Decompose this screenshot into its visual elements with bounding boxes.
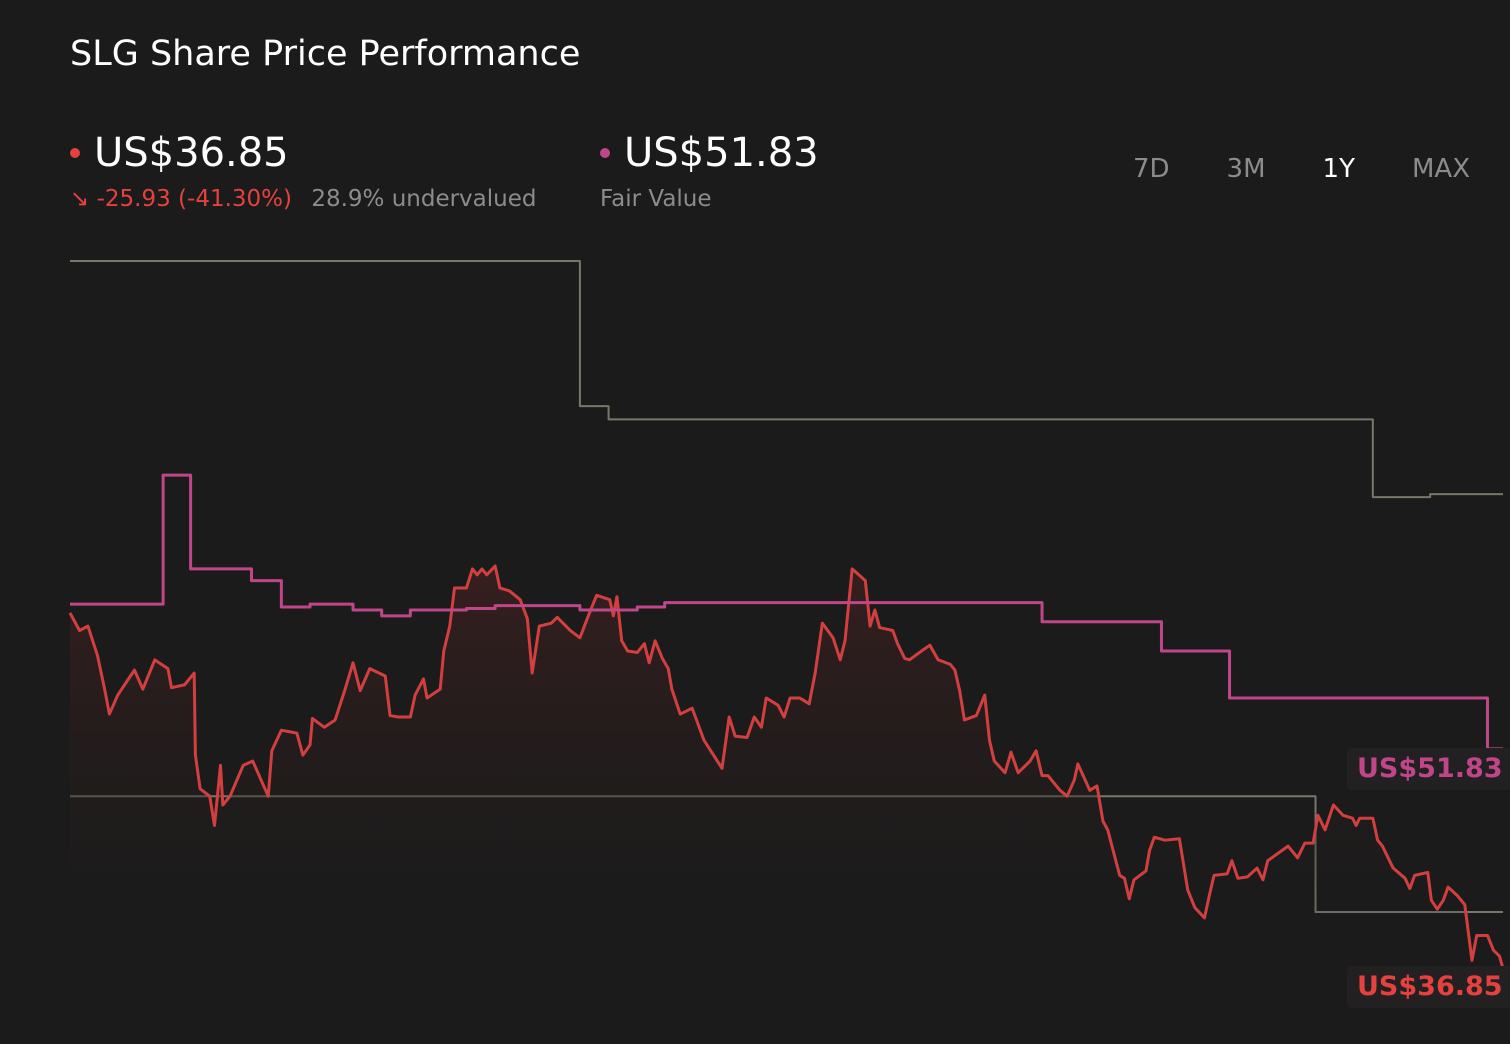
range-7d-button[interactable]: 7D: [1132, 154, 1170, 184]
valuation-status: 28.9% undervalued: [311, 186, 537, 212]
price-change: -25.93 (-41.30%): [96, 186, 292, 212]
fair-value-legend-dot: [600, 148, 610, 158]
chart-title: SLG Share Price Performance: [70, 34, 581, 74]
time-range-selector: 7D 3M 1Y MAX: [1076, 154, 1470, 184]
fair-value-end-label: US$51.83: [1347, 748, 1510, 790]
upper-step-line: [70, 260, 1503, 499]
current-price-block: US$36.85 ↘ -25.93 (-41.30%) 28.9% underv…: [70, 130, 536, 212]
fair-value-line: [70, 473, 1503, 751]
fair-value-price: US$51.83: [624, 130, 819, 176]
range-max-button[interactable]: MAX: [1411, 154, 1470, 184]
current-price: US$36.85: [94, 130, 289, 176]
price-area: [70, 565, 1503, 969]
price-end-label: US$36.85: [1347, 966, 1510, 1008]
range-1y-button[interactable]: 1Y: [1322, 154, 1355, 184]
range-3m-button[interactable]: 3M: [1226, 154, 1266, 184]
arrow-down-right-icon: ↘: [70, 186, 90, 212]
fair-value-block: US$51.83 Fair Value: [600, 130, 819, 212]
fair-value-label: Fair Value: [600, 186, 712, 212]
price-line: [68, 564, 1505, 969]
price-legend-dot: [70, 148, 80, 158]
